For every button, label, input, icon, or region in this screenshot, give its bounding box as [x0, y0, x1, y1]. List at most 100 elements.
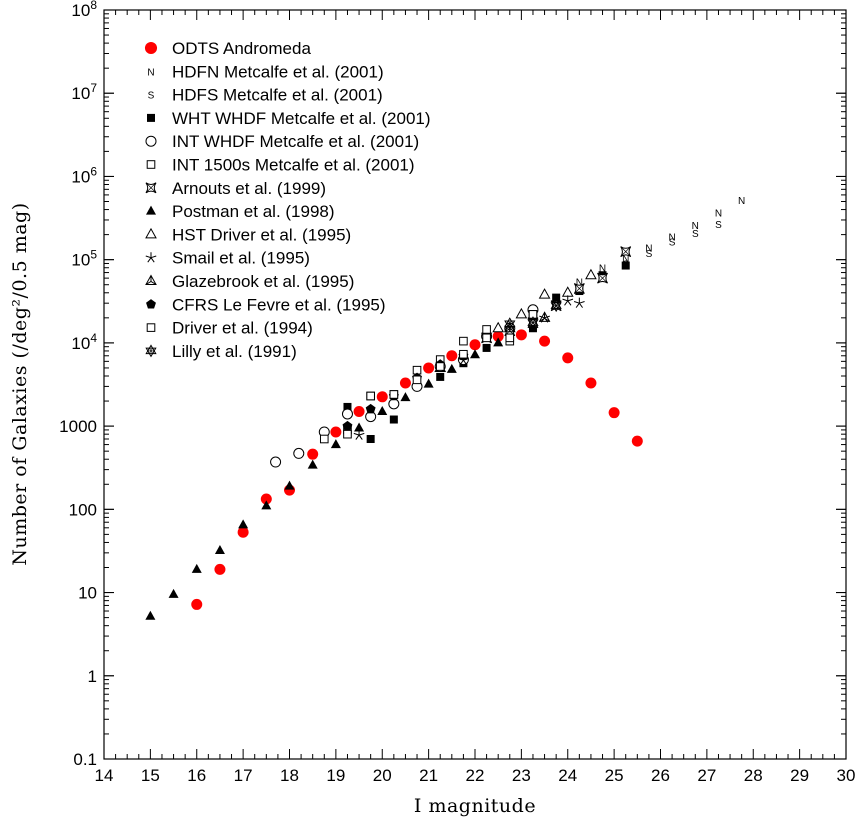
- y-axis-title: Number of Galaxies (/deg²/0.5 mag): [9, 202, 31, 565]
- data-point: N: [715, 208, 722, 219]
- legend-entry: ODTS Andromeda: [144, 39, 311, 58]
- svg-text:N: N: [576, 277, 583, 288]
- legend-label: INT 1500s Metcalfe et al. (2001): [172, 156, 415, 175]
- legend-marker: [146, 205, 156, 215]
- x-tick-label: 29: [790, 766, 809, 785]
- y-tick-label: 107: [71, 81, 97, 103]
- x-tick-label: 16: [187, 766, 206, 785]
- data-point: N: [692, 221, 699, 232]
- x-tick-label: 15: [141, 766, 160, 785]
- data-point: [552, 293, 561, 302]
- legend-marker: S: [148, 91, 155, 102]
- data-point: [214, 545, 225, 555]
- data-point: [562, 295, 574, 306]
- data-point: [561, 286, 574, 297]
- data-point: [237, 526, 249, 538]
- legend-label: Postman et al. (1998): [172, 202, 335, 221]
- data-point: [423, 362, 435, 374]
- data-point: [293, 447, 305, 459]
- legend-label: INT WHDF Metcalfe et al. (2001): [172, 132, 419, 151]
- data-point: [470, 349, 480, 359]
- svg-text:N: N: [668, 232, 675, 243]
- y-tick-label: 10: [78, 584, 97, 603]
- y-tick-label: 106: [71, 164, 97, 186]
- data-point: N: [645, 244, 652, 255]
- x-tick-label: 19: [326, 766, 345, 785]
- data-point: [527, 316, 539, 330]
- data-point: [585, 268, 597, 280]
- svg-text:N: N: [715, 208, 722, 219]
- legend-label: Lilly et al. (1991): [172, 342, 297, 361]
- data-point: [238, 519, 249, 529]
- x-tick-label: 25: [605, 766, 624, 785]
- y-tick-label: 104: [71, 331, 97, 353]
- data-point: [492, 321, 505, 333]
- data-point: [631, 435, 643, 447]
- data-point: [260, 493, 272, 505]
- data-point: [366, 391, 375, 401]
- axes: 14 15 16 17 18 19 20 21 22 23 24 25 26 27 28 29 30 0.1 1 10…: [59, 0, 855, 785]
- data-point: [343, 402, 352, 411]
- legend-entry: WHT WHDF Metcalfe et al. (2001): [147, 109, 431, 128]
- x-tick-label: 26: [651, 766, 670, 785]
- data-point: [550, 299, 562, 313]
- data-point: [621, 261, 630, 270]
- x-tick-label: 23: [512, 766, 531, 785]
- legend-label: Smail et al. (1995): [172, 249, 310, 268]
- legend-label: HST Driver et al. (1995): [172, 225, 351, 244]
- legend-entry: Arnouts et al. (1999): [145, 179, 326, 198]
- data-point: N: [576, 277, 583, 288]
- data-point: [446, 363, 457, 373]
- data-point: [376, 391, 388, 403]
- svg-text:N: N: [622, 254, 629, 265]
- data-point: [597, 272, 608, 284]
- y-tick-label: 105: [71, 248, 97, 270]
- svg-text:S: S: [715, 220, 722, 231]
- legend-marker: N: [147, 67, 154, 78]
- legend-marker: [145, 252, 157, 263]
- data-point: S: [669, 238, 676, 249]
- svg-text:N: N: [147, 67, 154, 78]
- data-point: N: [738, 196, 745, 207]
- data-point: [343, 429, 352, 439]
- legend-entry: S HDFS Metcalfe et al. (2001): [148, 86, 383, 105]
- legend-entry: Smail et al. (1995): [145, 249, 310, 268]
- data-point: [539, 335, 551, 347]
- data-point: [573, 297, 585, 308]
- data-point: [469, 339, 481, 351]
- svg-text:N: N: [738, 196, 745, 207]
- legend-marker: [145, 344, 157, 358]
- data-point: [505, 333, 515, 343]
- legend-entry: CFRS Le Fevre et al. (1995): [146, 295, 386, 314]
- data-point: [389, 415, 398, 424]
- legend-label: HDFS Metcalfe et al. (2001): [172, 86, 383, 105]
- data-point: [459, 349, 468, 359]
- data-point: [353, 429, 365, 440]
- x-tick-label: 14: [95, 766, 114, 785]
- legend-entry: INT 1500s Metcalfe et al. (2001): [146, 156, 415, 175]
- y-tick-label: 0.1: [73, 750, 97, 769]
- x-tick-label: 24: [558, 766, 577, 785]
- data-point: [354, 422, 365, 432]
- legend: ODTS Andromeda N HDFN Metcalfe et al. (200…: [144, 39, 431, 361]
- legend-marker: [145, 274, 157, 285]
- legend-marker: [146, 160, 156, 169]
- data-point: S: [715, 220, 722, 231]
- data-point: [538, 288, 551, 299]
- legend-label: HDFN Metcalfe et al. (2001): [172, 62, 384, 81]
- legend-marker: [145, 182, 157, 194]
- data-point: [366, 435, 375, 444]
- data-point: [482, 343, 491, 352]
- data-point: [307, 448, 319, 460]
- legend-label: ODTS Andromeda: [172, 39, 311, 58]
- y-tick-label: 1000: [59, 417, 97, 436]
- legend-marker: [145, 135, 157, 147]
- legend-marker: [147, 113, 155, 122]
- y-tick-label: 1: [88, 667, 97, 686]
- x-tick-label: 21: [419, 766, 438, 785]
- x-tick-label: 20: [373, 766, 392, 785]
- svg-text:S: S: [646, 249, 653, 260]
- data-point: [436, 372, 445, 381]
- data-point: [585, 377, 597, 389]
